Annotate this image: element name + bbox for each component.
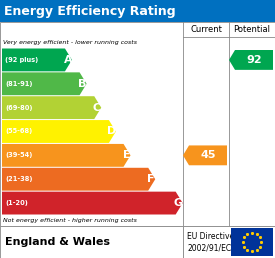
Polygon shape <box>229 50 273 70</box>
Bar <box>0 0 275 22</box>
Text: B: B <box>78 79 87 89</box>
Polygon shape <box>2 168 155 191</box>
Text: A: A <box>64 55 72 65</box>
Text: Energy Efficiency Rating: Energy Efficiency Rating <box>4 4 176 18</box>
Text: (21-38): (21-38) <box>5 176 32 182</box>
Text: Potential: Potential <box>233 25 271 34</box>
Text: C: C <box>93 103 101 113</box>
Bar <box>0 22 275 226</box>
Polygon shape <box>2 120 116 143</box>
Text: (55-68): (55-68) <box>5 128 32 134</box>
Bar <box>183 226 275 258</box>
Bar <box>0 226 183 258</box>
Polygon shape <box>2 192 183 214</box>
Text: E: E <box>123 150 130 160</box>
Polygon shape <box>2 144 131 167</box>
Text: G: G <box>174 198 183 208</box>
Text: F: F <box>147 174 155 184</box>
Text: D: D <box>107 126 116 136</box>
Text: (92 plus): (92 plus) <box>5 57 38 63</box>
Text: (81-91): (81-91) <box>5 81 32 87</box>
Text: Current: Current <box>190 25 222 34</box>
Text: 2002/91/EC: 2002/91/EC <box>187 244 231 253</box>
Text: (39-54): (39-54) <box>5 152 32 158</box>
Polygon shape <box>2 72 87 95</box>
Text: England & Wales: England & Wales <box>5 237 110 247</box>
Bar <box>231 228 273 256</box>
Text: 92: 92 <box>246 55 262 65</box>
Text: Very energy efficient - lower running costs: Very energy efficient - lower running co… <box>3 40 137 45</box>
Polygon shape <box>183 146 227 165</box>
Text: (1-20): (1-20) <box>5 200 28 206</box>
Polygon shape <box>2 49 72 71</box>
Text: EU Directive: EU Directive <box>187 232 234 241</box>
Text: Not energy efficient - higher running costs: Not energy efficient - higher running co… <box>3 218 137 223</box>
Polygon shape <box>2 96 101 119</box>
Text: (69-80): (69-80) <box>5 105 32 111</box>
Text: 45: 45 <box>200 150 216 160</box>
